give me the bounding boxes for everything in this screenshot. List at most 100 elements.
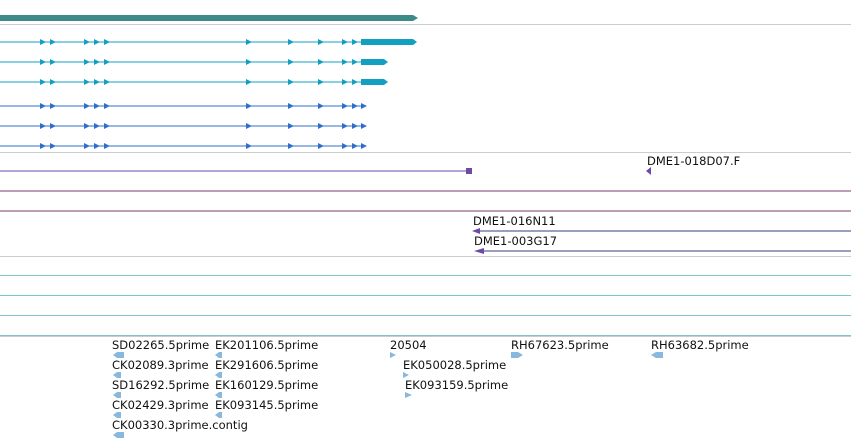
- transcript-row[interactable]: [0, 59, 388, 65]
- arrow-right-icon[interactable]: [352, 59, 358, 65]
- arrow-left-icon[interactable]: [472, 228, 480, 234]
- arrow-right-icon[interactable]: [40, 143, 46, 149]
- arrow-right-icon[interactable]: [94, 39, 100, 45]
- est-feature[interactable]: [390, 352, 396, 358]
- clone-end-track: DME1-018D07.F: [0, 154, 740, 175]
- arrow-right-icon[interactable]: [94, 123, 100, 129]
- arrow-right-icon[interactable]: [352, 39, 358, 45]
- arrow-right-icon[interactable]: [246, 103, 252, 109]
- est-label: CK02089.3prime: [112, 358, 209, 372]
- est-feature[interactable]: [511, 352, 523, 358]
- arrow-right-icon[interactable]: [318, 39, 324, 45]
- est-feature[interactable]: [215, 412, 222, 418]
- arrow-right-icon[interactable]: [50, 79, 56, 85]
- gene-feature[interactable]: [0, 15, 413, 21]
- arrow-right-icon[interactable]: [40, 39, 46, 45]
- cds-block[interactable]: [361, 59, 384, 65]
- transcript-row[interactable]: [0, 103, 367, 109]
- arrow-right-icon[interactable]: [352, 79, 358, 85]
- arrow-right-icon[interactable]: [50, 123, 56, 129]
- arrow-right-icon[interactable]: [40, 123, 46, 129]
- arrow-right-icon[interactable]: [104, 39, 110, 45]
- cds-block[interactable]: [361, 39, 413, 45]
- arrow-right-icon[interactable]: [352, 103, 358, 109]
- arrow-right-icon: [384, 79, 388, 85]
- arrow-right-icon[interactable]: [361, 143, 367, 149]
- arrow-right-icon[interactable]: [104, 59, 110, 65]
- transcript-row[interactable]: [0, 143, 367, 149]
- arrow-right-icon[interactable]: [84, 143, 90, 149]
- arrow-right-icon[interactable]: [318, 123, 324, 129]
- gene-track: [0, 15, 418, 21]
- transcript-row[interactable]: [0, 123, 367, 129]
- est-feature[interactable]: [215, 352, 222, 358]
- arrow-right-icon[interactable]: [288, 143, 294, 149]
- arrow-right-icon[interactable]: [246, 79, 252, 85]
- est-label: CK02429.3prime: [112, 398, 209, 412]
- arrow-right-icon[interactable]: [94, 79, 100, 85]
- arrow-right-icon[interactable]: [246, 143, 252, 149]
- est-feature[interactable]: [113, 432, 124, 438]
- arrow-right-icon[interactable]: [84, 79, 90, 85]
- arrow-right-icon[interactable]: [361, 123, 367, 129]
- arrow-right-icon[interactable]: [84, 123, 90, 129]
- arrow-right-icon[interactable]: [318, 59, 324, 65]
- arrow-right-icon[interactable]: [318, 79, 324, 85]
- arrow-right-icon[interactable]: [84, 103, 90, 109]
- arrow-right-icon[interactable]: [94, 59, 100, 65]
- est-label: EK093145.5prime: [215, 398, 318, 412]
- arrow-right-icon[interactable]: [352, 143, 358, 149]
- arrow-left-icon[interactable]: [646, 167, 651, 175]
- transcript-row[interactable]: [0, 39, 417, 45]
- arrow-right-icon[interactable]: [361, 103, 367, 109]
- est-label: EK291606.5prime: [215, 358, 318, 372]
- est-feature[interactable]: [113, 392, 121, 398]
- arrow-right-icon[interactable]: [104, 123, 110, 129]
- est-label: EK201106.5prime: [215, 338, 318, 352]
- arrow-right-icon[interactable]: [84, 39, 90, 45]
- arrow-right-icon[interactable]: [94, 103, 100, 109]
- arrow-right-icon[interactable]: [104, 103, 110, 109]
- est-feature[interactable]: [113, 372, 121, 378]
- arrow-right-icon[interactable]: [288, 103, 294, 109]
- est-feature[interactable]: [405, 392, 412, 398]
- arrow-right-icon[interactable]: [84, 59, 90, 65]
- cds-block[interactable]: [361, 79, 384, 85]
- arrow-right-icon[interactable]: [40, 59, 46, 65]
- arrow-right-icon[interactable]: [50, 103, 56, 109]
- arrow-right-icon[interactable]: [50, 143, 56, 149]
- arrow-right-icon[interactable]: [288, 59, 294, 65]
- arrow-right-icon[interactable]: [94, 143, 100, 149]
- arrow-left-icon[interactable]: [474, 248, 484, 254]
- est-feature[interactable]: [113, 412, 121, 418]
- arrow-right-icon[interactable]: [104, 143, 110, 149]
- arrow-right-icon[interactable]: [246, 59, 252, 65]
- arrow-right-icon[interactable]: [318, 103, 324, 109]
- arrow-right-icon[interactable]: [50, 59, 56, 65]
- arrow-right-icon[interactable]: [104, 79, 110, 85]
- est-feature[interactable]: [215, 392, 222, 398]
- arrow-right-icon[interactable]: [342, 103, 348, 109]
- arrow-right-icon[interactable]: [318, 143, 324, 149]
- arrow-right-icon[interactable]: [288, 123, 294, 129]
- arrow-right-icon[interactable]: [342, 143, 348, 149]
- arrow-right-icon[interactable]: [246, 39, 252, 45]
- arrow-right-icon[interactable]: [246, 123, 252, 129]
- arrow-right-icon[interactable]: [288, 39, 294, 45]
- est-track: SD02265.5prime EK201106.5prime CK02089.3…: [112, 338, 749, 438]
- arrow-right-icon[interactable]: [40, 79, 46, 85]
- arrow-right-icon[interactable]: [50, 39, 56, 45]
- est-feature[interactable]: [215, 372, 222, 378]
- arrow-right-icon[interactable]: [352, 123, 358, 129]
- arrow-right-icon[interactable]: [40, 103, 46, 109]
- arrow-right-icon[interactable]: [288, 79, 294, 85]
- est-feature[interactable]: [651, 352, 663, 358]
- clone-end-feature[interactable]: [466, 168, 472, 174]
- transcript-row[interactable]: [0, 79, 388, 85]
- arrow-right-icon[interactable]: [342, 79, 348, 85]
- est-feature[interactable]: [403, 372, 409, 378]
- arrow-right-icon[interactable]: [342, 39, 348, 45]
- est-feature[interactable]: [113, 352, 124, 358]
- arrow-right-icon[interactable]: [342, 59, 348, 65]
- arrow-right-icon[interactable]: [342, 123, 348, 129]
